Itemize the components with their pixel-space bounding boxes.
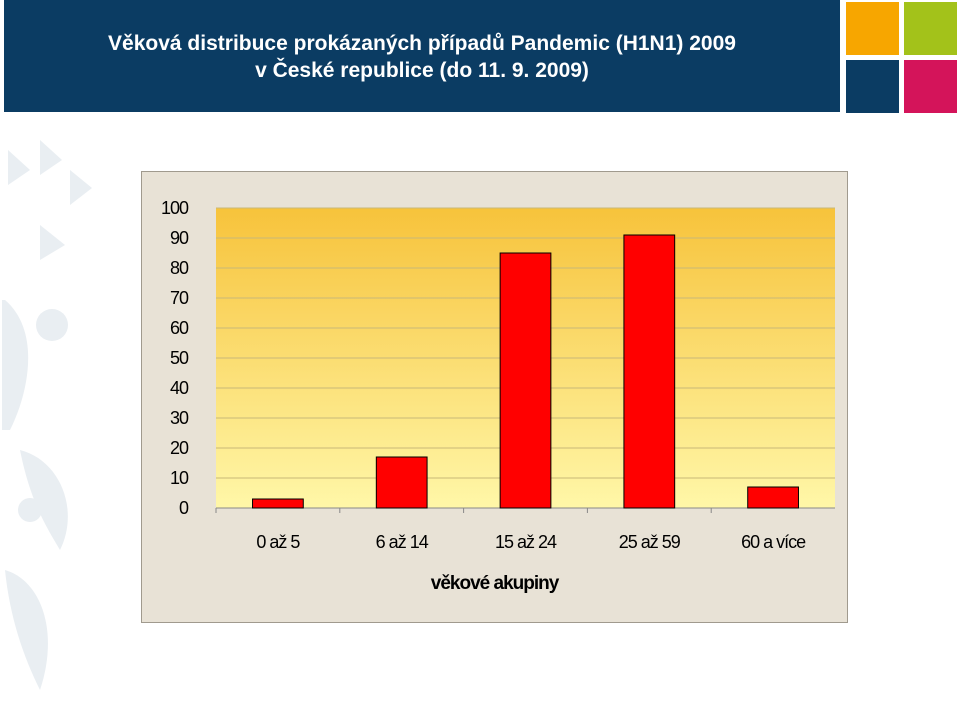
slide-title-line-1: Věková distribuce prokázaných případů Pa…	[108, 32, 736, 55]
y-tick-label: 100	[161, 198, 189, 218]
slide-header: Věková distribuce prokázaných případů Pa…	[4, 0, 840, 112]
x-category-label: 6 až 14	[376, 532, 429, 552]
slide-title-line-2: v České republice (do 11. 9. 2009)	[255, 59, 589, 82]
bar	[252, 498, 304, 509]
bar-chart: 0 10 20 30 40 50 60 70 80 90 100 0 až 5 6 až 14 15 a…	[161, 198, 835, 594]
y-tick-label: 20	[170, 438, 189, 458]
y-tick-label: 40	[170, 378, 189, 398]
brand-tile-blue	[846, 60, 899, 113]
brand-tile-green	[904, 2, 957, 55]
y-tick-label: 10	[170, 468, 189, 488]
brand-tile-orange	[846, 2, 899, 55]
sun-watermark-graphic	[2, 140, 92, 690]
x-axis-title: věkové akupiny	[431, 573, 560, 594]
bar	[375, 456, 428, 509]
y-tick-label: 30	[170, 408, 189, 428]
x-category-label: 60 a více	[741, 532, 806, 552]
y-tick-label: 0	[179, 498, 189, 518]
y-tick-label: 70	[170, 288, 189, 308]
bar	[623, 234, 676, 509]
y-tick-label: 50	[170, 348, 189, 368]
slide-title: Věková distribuce prokázaných případů Pa…	[4, 30, 840, 84]
x-category-label: 0 až 5	[256, 532, 300, 552]
y-tick-label: 60	[170, 318, 189, 338]
y-tick-label: 80	[170, 258, 189, 278]
y-tick-label: 90	[170, 228, 189, 248]
bar	[747, 486, 799, 509]
chart-panel: 0 10 20 30 40 50 60 70 80 90 100 0 až 5 6 až 14 15 a…	[141, 171, 848, 623]
x-category-label: 25 až 59	[619, 532, 681, 552]
x-category-label: 15 až 24	[495, 532, 557, 552]
bar	[499, 252, 552, 509]
brand-tile-red	[904, 60, 957, 113]
